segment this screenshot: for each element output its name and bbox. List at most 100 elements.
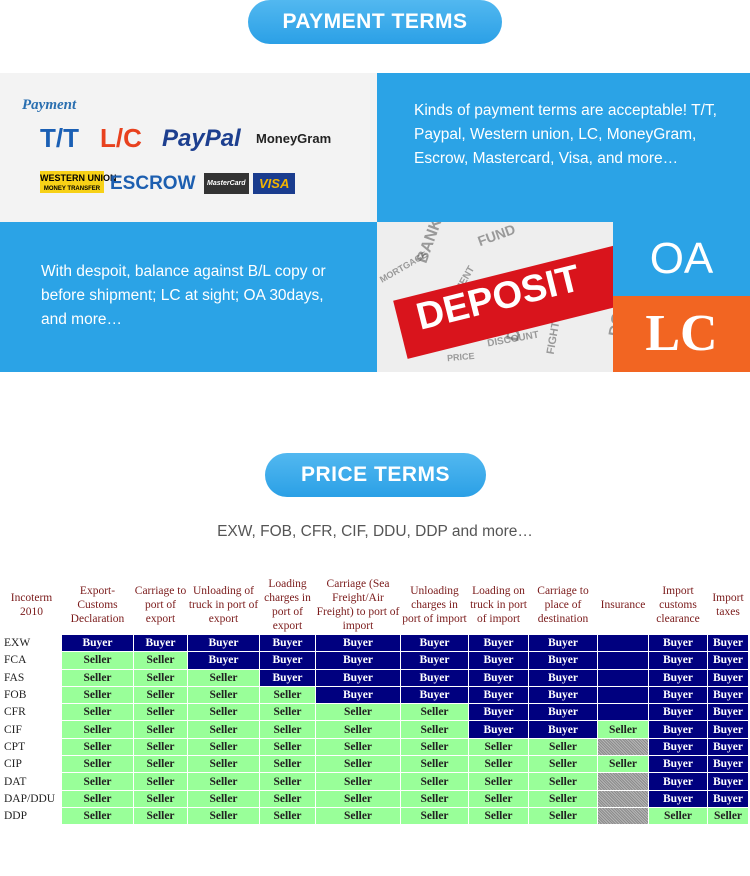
section-heading: PAYMENT TERMS xyxy=(248,0,502,44)
party-cell: Buyer xyxy=(649,652,707,669)
party-cell: Seller xyxy=(401,756,468,773)
incoterm: FAS xyxy=(2,669,61,686)
party-cell: Seller xyxy=(134,773,187,790)
party-cell: Seller xyxy=(316,704,400,721)
table-row: FAS Seller Seller Seller Buyer Buyer Buyer Buye… xyxy=(2,669,748,686)
incoterm: FCA xyxy=(2,652,61,669)
payment-logo: MONEY TRANSFER xyxy=(43,186,101,192)
table-row: DDP Seller Seller Seller Seller Seller Seller S… xyxy=(2,807,748,825)
tile-lc: LC xyxy=(613,296,750,372)
party-cell: Seller xyxy=(134,704,187,721)
party-cell: Seller xyxy=(188,738,259,756)
column-header: Unloading of truck in port of export xyxy=(188,576,259,634)
party-cell: Seller xyxy=(62,652,133,669)
party-cell: Buyer xyxy=(649,669,707,686)
payment-logo: L/C xyxy=(100,123,142,153)
party-cell: Seller xyxy=(188,669,259,686)
column-header: Insurance xyxy=(598,576,648,634)
party-cell: Seller xyxy=(134,669,187,686)
party-cell: Seller xyxy=(469,773,528,790)
party-cell: Buyer xyxy=(316,669,400,686)
party-cell: Buyer xyxy=(188,635,259,652)
party-cell: Buyer xyxy=(316,635,400,652)
party-cell: Seller xyxy=(401,790,468,807)
party-cell: Seller xyxy=(401,704,468,721)
party-cell: Seller xyxy=(62,738,133,756)
image-word: PRICE xyxy=(446,350,475,364)
party-cell: Buyer xyxy=(708,790,748,807)
column-header: Export-Customs Declaration xyxy=(62,576,133,634)
subtitle: EXW, FOB, CFR, CIF, DDU, DDP and more… xyxy=(217,523,533,540)
party-cell: Buyer xyxy=(529,652,597,669)
blank-cell xyxy=(598,738,648,756)
party-cell: Seller xyxy=(260,686,315,704)
party-cell: Seller xyxy=(62,704,133,721)
column-header: Incoterm 2010 xyxy=(2,576,61,634)
party-cell: Buyer xyxy=(260,635,315,652)
party-cell: Seller xyxy=(134,807,187,825)
table-row: CIP Seller Seller Seller Seller Seller Seller S… xyxy=(2,756,748,773)
party-cell: Seller xyxy=(529,807,597,825)
header-row: Incoterm 2010 Export-Customs Declaration C… xyxy=(2,576,748,634)
deposit-text: With despoit, balance against B/L copy o… xyxy=(41,263,326,328)
incoterm: CIP xyxy=(2,756,61,773)
party-cell: Seller xyxy=(469,790,528,807)
party-cell: Seller xyxy=(260,738,315,756)
blank-cell xyxy=(598,652,648,669)
image-word: FUND xyxy=(475,222,518,250)
party-cell: Buyer xyxy=(529,704,597,721)
party-cell: Seller xyxy=(188,704,259,721)
party-cell: Buyer xyxy=(529,721,597,738)
party-cell: Buyer xyxy=(649,635,707,652)
party-cell: Seller xyxy=(134,652,187,669)
party-cell: Buyer xyxy=(469,686,528,704)
party-cell: Seller xyxy=(134,686,187,704)
column-header: Carriage (Sea Freight/Air Freight) to po… xyxy=(316,576,400,634)
column-header: Import taxes xyxy=(708,576,748,634)
party-cell: Seller xyxy=(62,686,133,704)
incoterm-table: Incoterm 2010 Export-Customs Declaration C… xyxy=(1,575,749,825)
blank-cell xyxy=(598,704,648,721)
party-cell: Seller xyxy=(708,807,748,825)
party-cell: Seller xyxy=(260,721,315,738)
payment-logo: PayPal xyxy=(162,125,241,152)
image-word: BANK xyxy=(413,222,446,266)
party-cell: Buyer xyxy=(188,652,259,669)
party-cell: Seller xyxy=(188,807,259,825)
table-row: CFR Seller Seller Seller Seller Seller Seller B… xyxy=(2,704,748,721)
party-cell: Seller xyxy=(62,790,133,807)
party-cell: Seller xyxy=(62,773,133,790)
party-cell: Buyer xyxy=(529,635,597,652)
party-cell: Buyer xyxy=(529,669,597,686)
party-cell: Seller xyxy=(316,773,400,790)
payment-logo: ESCROW xyxy=(110,173,196,194)
party-cell: Seller xyxy=(401,721,468,738)
party-cell: Seller xyxy=(188,756,259,773)
table-row: EXW Buyer Buyer Buyer Buyer Buyer Buyer Buyer Bu… xyxy=(2,635,748,652)
party-cell: Buyer xyxy=(708,669,748,686)
party-cell: Seller xyxy=(469,756,528,773)
party-cell: Seller xyxy=(529,790,597,807)
party-cell: Seller xyxy=(649,807,707,825)
party-cell: Buyer xyxy=(708,773,748,790)
column-header: Carriage to place of destination xyxy=(529,576,597,634)
party-cell: Buyer xyxy=(649,756,707,773)
column-header: Loading on truck in port of import xyxy=(469,576,528,634)
blank-cell xyxy=(598,773,648,790)
party-cell: Buyer xyxy=(529,686,597,704)
payment-logo: MasterCard xyxy=(204,173,249,194)
party-cell: Buyer xyxy=(469,635,528,652)
payment-logo: WESTERN UNION xyxy=(40,171,117,193)
party-cell: Seller xyxy=(260,704,315,721)
party-cell: Seller xyxy=(316,756,400,773)
blank-cell xyxy=(598,686,648,704)
table-row: CPT Seller Seller Seller Seller Seller Seller S… xyxy=(2,738,748,756)
party-cell: Buyer xyxy=(260,669,315,686)
party-cell: Buyer xyxy=(708,721,748,738)
table-row: CIF Seller Seller Seller Seller Seller Seller B… xyxy=(2,721,748,738)
table-row: FCA Seller Seller Buyer Buyer Buyer Buyer Buyer… xyxy=(2,652,748,669)
table-row: DAP/DDU Seller Seller Seller Seller Seller Sel… xyxy=(2,790,748,807)
payment-logo: MoneyGram xyxy=(256,131,332,146)
info-panel: Kinds of payment terms are acceptable! T… xyxy=(377,73,750,222)
